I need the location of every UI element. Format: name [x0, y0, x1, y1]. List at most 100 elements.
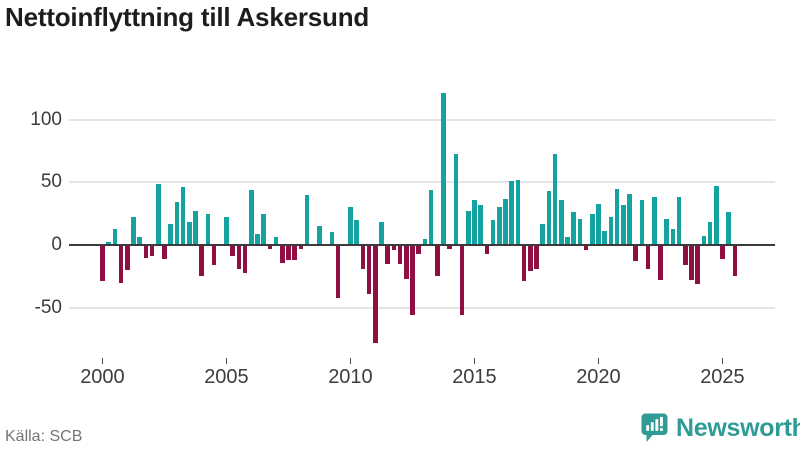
bar [199, 245, 204, 277]
bar [602, 231, 607, 245]
bar [447, 245, 452, 249]
bar [664, 218, 669, 245]
bar [571, 212, 576, 245]
bar [707, 222, 713, 245]
bar [236, 245, 242, 269]
bar [720, 245, 725, 259]
bar [255, 233, 260, 245]
bar [174, 202, 180, 245]
bar [168, 223, 173, 245]
bar [391, 245, 397, 250]
bar [639, 199, 645, 245]
bar [670, 228, 676, 245]
bar [503, 198, 508, 245]
bar [348, 207, 353, 245]
bar [162, 245, 167, 259]
bar [385, 245, 390, 264]
bar [528, 245, 533, 272]
bar [658, 245, 663, 281]
bar [379, 222, 384, 245]
bar [466, 211, 471, 245]
bar [435, 245, 440, 277]
bar [652, 197, 657, 245]
x-axis-tick-label: 2015 [452, 366, 497, 388]
gridline [69, 306, 775, 309]
bar [695, 245, 700, 284]
bar [621, 204, 626, 245]
x-axis-tick [349, 358, 352, 364]
bar [125, 245, 130, 271]
bar [292, 245, 297, 261]
bar [565, 237, 570, 245]
bar [106, 242, 111, 245]
bar [627, 193, 632, 245]
x-axis-tick [597, 358, 600, 364]
bar [676, 197, 682, 245]
bar [373, 245, 378, 343]
bar [360, 245, 366, 269]
bar [490, 219, 496, 245]
bar [515, 179, 521, 245]
y-axis-tick-label: -50 [34, 296, 62, 318]
bar [404, 245, 409, 279]
x-axis-tick [225, 358, 228, 364]
x-axis-tick-label: 2025 [700, 366, 745, 388]
x-axis-tick [101, 358, 104, 364]
source-label: Källa: SCB [5, 428, 83, 445]
bar [193, 211, 198, 245]
bar [261, 213, 266, 245]
bar [596, 203, 601, 245]
bar [478, 204, 483, 245]
bar [534, 245, 539, 269]
bar [205, 213, 211, 245]
bar [726, 212, 731, 245]
bar [472, 199, 477, 245]
gridline [69, 118, 775, 121]
newsworthy-wordmark: Newsworthy [676, 413, 800, 442]
x-axis-tick-label: 2020 [576, 366, 621, 388]
bar [397, 245, 403, 264]
bar [224, 217, 229, 245]
bar [608, 217, 614, 245]
bar [645, 245, 651, 269]
bar [230, 245, 235, 257]
bar [521, 245, 527, 282]
bar [416, 245, 421, 254]
x-axis-tick [721, 358, 724, 364]
bar [137, 237, 142, 245]
x-axis-tick [473, 358, 476, 364]
bar [286, 245, 291, 261]
bar [304, 194, 310, 245]
y-axis-tick-label: 50 [40, 171, 62, 193]
bar [354, 219, 359, 245]
bar [497, 207, 502, 245]
newsworthy-logo: Newsworthy [641, 413, 800, 443]
bar [546, 191, 552, 245]
bar [583, 245, 589, 250]
bar [484, 245, 490, 254]
bar [143, 245, 149, 258]
bar [242, 245, 248, 273]
bar [590, 213, 595, 245]
x-axis-tick-label: 2000 [80, 366, 125, 388]
bar [732, 245, 738, 277]
bar [701, 236, 707, 245]
bar [180, 187, 186, 245]
bar [422, 238, 428, 245]
bar [273, 237, 279, 245]
bar [366, 245, 372, 294]
y-axis-tick-label: 100 [30, 108, 62, 130]
bar [249, 189, 254, 245]
bar [335, 245, 341, 298]
bar [633, 245, 638, 262]
bar [187, 222, 192, 245]
zero-axis-line [69, 243, 775, 247]
y-axis-tick-label: 0 [51, 234, 62, 255]
bar [100, 245, 105, 282]
bar [267, 245, 273, 249]
bar [577, 218, 583, 245]
bar [280, 245, 285, 263]
bar [118, 245, 124, 283]
bar [614, 188, 620, 245]
